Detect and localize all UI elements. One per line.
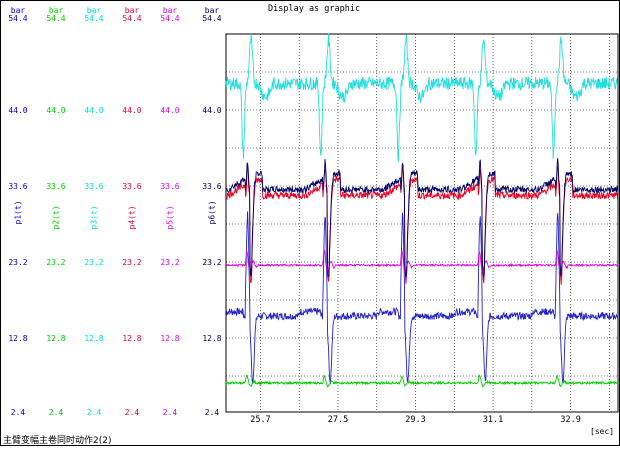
y-tick-label: 23.2 (8, 258, 28, 267)
y-tick-label: 12.8 (8, 334, 28, 343)
chart-caption: 主臂变幅主卷同时动作2(2) (3, 436, 112, 446)
y-tick-label: 33.6 (84, 182, 104, 191)
y-tick-label: 23.2 (160, 258, 180, 267)
y-tick-label: 2.4 (204, 408, 220, 417)
y-tick-label: 54.4 (160, 14, 180, 23)
y-tick-label: 12.8 (84, 334, 104, 343)
y-tick-label: 23.2 (122, 258, 142, 267)
x-tick-label: 32.9 (560, 415, 581, 425)
y-tick-label: 23.2 (84, 258, 104, 267)
y-tick-label: 33.6 (202, 182, 222, 191)
y-tick-label: 33.6 (8, 182, 28, 191)
series-line-p1t (225, 211, 619, 385)
y-tick-label: 54.4 (46, 14, 66, 23)
y-tick-label: 12.8 (202, 334, 222, 343)
x-tick-label: 29.3 (405, 415, 426, 425)
y-tick-label: 12.8 (122, 334, 142, 343)
series-line-p6t (225, 158, 619, 278)
y-axis-unit: bar (124, 6, 140, 15)
y-tick-label: 54.4 (202, 14, 222, 23)
y-axis-p3: bar 54.4 44.0 33.6 23.2 12.8 2.4 p3(t) (78, 0, 110, 444)
x-tick-label: 31.1 (482, 415, 504, 425)
chart-window (0, 0, 620, 446)
y-tick-label: 2.4 (162, 408, 178, 417)
series-line-p3t (225, 33, 619, 163)
y-axis-unit: bar (204, 6, 220, 15)
y-axis-p4: bar 54.4 44.0 33.6 23.2 12.8 2.4 p4(t) (116, 0, 148, 444)
y-axis-p1: bar 54.4 44.0 33.6 23.2 12.8 2.4 p1(t) (2, 0, 34, 444)
y-axis-p5: bar 54.4 44.0 33.6 23.2 12.8 2.4 p5(t) (154, 0, 186, 444)
y-tick-label: 23.2 (202, 258, 222, 267)
series-line-p5t (225, 249, 619, 275)
y-axis-unit: bar (162, 6, 178, 15)
y-tick-label: 2.4 (124, 408, 140, 417)
y-tick-label: 54.4 (84, 14, 104, 23)
y-axis-unit: bar (10, 6, 26, 15)
x-tick-label: 25.7 (250, 415, 271, 425)
y-tick-label: 23.2 (46, 258, 66, 267)
series-line-p2t (225, 374, 619, 388)
y-axis-unit: bar (48, 6, 64, 15)
y-tick-label: 2.4 (86, 408, 102, 417)
y-tick-label: 33.6 (160, 182, 180, 191)
y-tick-label: 44.0 (8, 106, 28, 115)
y-tick-label: 44.0 (160, 106, 180, 115)
x-axis-unit: [sec] (590, 427, 615, 436)
x-tick-label: 27.5 (327, 415, 349, 425)
y-tick-label: 2.4 (48, 408, 64, 417)
y-axis-unit: bar (86, 6, 102, 15)
y-tick-label: 54.4 (8, 14, 28, 23)
y-tick-label: 33.6 (122, 182, 142, 191)
y-tick-label: 44.0 (84, 106, 104, 115)
y-tick-label: 44.0 (202, 106, 222, 115)
plot-border (225, 33, 619, 413)
y-tick-label: 12.8 (160, 334, 180, 343)
y-tick-label: 2.4 (10, 408, 26, 417)
y-tick-label: 44.0 (122, 106, 142, 115)
y-tick-label: 12.8 (46, 334, 66, 343)
y-tick-label: 33.6 (46, 182, 66, 191)
y-axis-p2: bar 54.4 44.0 33.6 23.2 12.8 2.4 p2(t) (40, 0, 72, 444)
series-line-p4t (225, 163, 619, 285)
y-tick-label: 44.0 (46, 106, 66, 115)
y-axis-p6: bar 54.4 44.0 33.6 23.2 12.8 2.4 p6(t) (196, 0, 228, 444)
chart-title: Display as graphic (268, 4, 361, 14)
y-tick-label: 54.4 (122, 14, 142, 23)
